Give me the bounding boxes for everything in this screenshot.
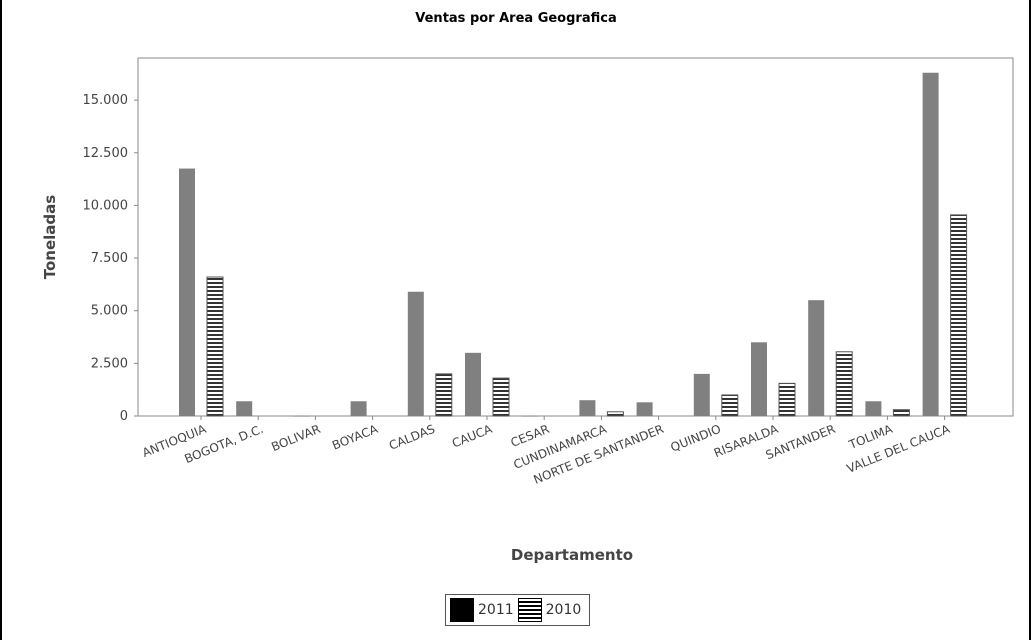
plot-area	[137, 57, 1014, 417]
y-tick-label: 7.500	[91, 251, 128, 266]
bar-2011-risaralda	[751, 342, 767, 416]
x-axis-title: Departamento	[511, 546, 633, 564]
bar-2010-risaralda	[778, 382, 796, 417]
y-tick-label: 12.500	[83, 146, 129, 161]
y-tick-label: 0	[120, 409, 128, 424]
legend-label-2010: 2010	[545, 602, 582, 618]
y-tick-label: 15.000	[83, 93, 129, 108]
bar-2011-cauca	[465, 352, 481, 416]
x-tick-label: CAUCA	[450, 422, 495, 451]
bar-2011-santander	[808, 300, 825, 416]
bar-2011-cundinamarca	[579, 400, 596, 416]
bars-group	[179, 72, 968, 420]
bar-2011-norte-de-santander	[636, 402, 653, 416]
bar-2011-bogota-d-c-	[236, 401, 253, 416]
bar-2010-valle-del-cauca	[950, 214, 968, 417]
x-tick-label: VALLE DEL CAUCA	[845, 422, 953, 476]
legend-item-2011: 2011	[450, 598, 514, 622]
bar-2010-quindio	[721, 394, 739, 417]
bar-2010-caldas	[435, 373, 453, 417]
y-tick-label: 5.000	[91, 304, 128, 319]
y-axis: 0 2.500 5.000 7.500 10.000 12.500 15.000	[83, 93, 1013, 424]
bar-2011-valle-del-cauca	[922, 72, 939, 416]
legend-swatch-2010	[517, 598, 542, 622]
x-tick-label: BOYACA	[330, 422, 380, 453]
x-tick-label: CALDAS	[387, 422, 437, 453]
bar-2010-cauca	[492, 377, 510, 417]
bar-2010-santander	[835, 351, 853, 417]
y-tick-label: 10.000	[83, 198, 129, 213]
chart-title: Ventas por Area Geografica	[415, 11, 616, 26]
bar-2010-tolima	[892, 409, 910, 417]
legend-item-2010: 2010	[517, 598, 582, 622]
legend-label-2011: 2011	[478, 602, 514, 618]
legend: 2011 2010	[445, 594, 591, 626]
bar-2011-antioquia	[179, 168, 195, 416]
legend-swatch-2011	[450, 598, 474, 622]
bar-2011-boyaca	[350, 401, 367, 416]
bar-2011-caldas	[407, 291, 424, 416]
y-tick-label: 2.500	[91, 356, 128, 371]
bar-2010-cundinamarca	[606, 411, 624, 417]
bar-2011-tolima	[865, 401, 882, 416]
y-axis-title: Toneladas	[41, 195, 59, 280]
bar-2011-bolivar	[293, 415, 310, 417]
bar-2011-quindio	[693, 373, 710, 416]
x-tick-label: BOLIVAR	[269, 422, 322, 454]
bar-2011-cesar	[522, 415, 539, 417]
bar-2010-antioquia	[206, 276, 224, 417]
